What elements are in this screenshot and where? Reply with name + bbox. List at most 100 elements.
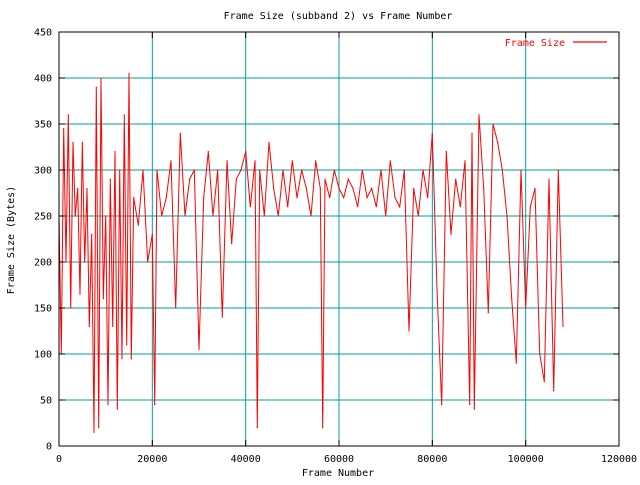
y-tick-label: 300 bbox=[34, 166, 52, 177]
grid-lines bbox=[59, 32, 619, 446]
data-point bbox=[133, 197, 135, 199]
data-point bbox=[464, 160, 466, 162]
data-point bbox=[217, 169, 219, 171]
data-point bbox=[254, 160, 256, 162]
series-layer bbox=[58, 72, 564, 433]
data-point bbox=[259, 169, 261, 171]
y-tick-label: 350 bbox=[34, 120, 52, 131]
data-point bbox=[203, 197, 205, 199]
data-point bbox=[347, 178, 349, 180]
data-point bbox=[147, 261, 149, 263]
data-point bbox=[408, 330, 410, 332]
data-point bbox=[492, 123, 494, 125]
data-point bbox=[175, 307, 177, 309]
data-point bbox=[506, 215, 508, 217]
data-point bbox=[422, 169, 424, 171]
data-point bbox=[207, 151, 209, 153]
data-point bbox=[487, 312, 489, 314]
y-tick-label: 100 bbox=[34, 350, 52, 361]
data-point bbox=[548, 178, 550, 180]
x-tick-label: 0 bbox=[56, 454, 62, 465]
data-point bbox=[427, 197, 429, 199]
chart-title: Frame Size (subband 2) vs Frame Number bbox=[224, 11, 453, 22]
data-point bbox=[193, 169, 195, 171]
data-point bbox=[235, 178, 237, 180]
y-tick-label: 400 bbox=[34, 74, 52, 85]
data-point bbox=[245, 151, 247, 153]
y-tick-label: 450 bbox=[34, 28, 52, 39]
data-point bbox=[305, 187, 307, 189]
data-point bbox=[366, 197, 368, 199]
x-tick-label: 40000 bbox=[231, 454, 261, 465]
data-point bbox=[333, 169, 335, 171]
series-group bbox=[58, 72, 564, 433]
data-point bbox=[361, 169, 363, 171]
data-point bbox=[165, 197, 167, 199]
data-point bbox=[562, 325, 564, 327]
y-tick-label: 150 bbox=[34, 304, 52, 315]
legend-label: Frame Size bbox=[505, 38, 565, 49]
data-point bbox=[483, 187, 485, 189]
data-point bbox=[282, 169, 284, 171]
data-point bbox=[137, 224, 139, 226]
data-point bbox=[91, 233, 93, 235]
data-point bbox=[455, 178, 457, 180]
data-point bbox=[114, 151, 116, 153]
data-point bbox=[291, 160, 293, 162]
data-point bbox=[128, 72, 130, 74]
data-point bbox=[324, 178, 326, 180]
x-tick-label: 60000 bbox=[324, 454, 354, 465]
data-point bbox=[268, 141, 270, 143]
data-point bbox=[105, 215, 107, 217]
data-point bbox=[417, 215, 419, 217]
data-point bbox=[469, 404, 471, 406]
data-point bbox=[525, 307, 527, 309]
data-point bbox=[119, 169, 121, 171]
data-point bbox=[315, 160, 317, 162]
data-point bbox=[88, 325, 90, 327]
data-point bbox=[72, 141, 74, 143]
x-tick-label: 100000 bbox=[508, 454, 544, 465]
data-point bbox=[394, 197, 396, 199]
data-point bbox=[520, 169, 522, 171]
data-point bbox=[151, 233, 153, 235]
data-point bbox=[70, 307, 72, 309]
data-point bbox=[121, 358, 123, 360]
data-point bbox=[107, 404, 109, 406]
x-axis-label: Frame Number bbox=[302, 468, 374, 479]
data-point bbox=[352, 187, 354, 189]
data-point bbox=[142, 169, 144, 171]
data-point bbox=[329, 197, 331, 199]
data-point bbox=[459, 206, 461, 208]
data-point bbox=[112, 325, 114, 327]
y-tick-label: 50 bbox=[40, 396, 52, 407]
y-tick-label: 0 bbox=[46, 442, 52, 453]
data-point bbox=[77, 187, 79, 189]
data-point bbox=[170, 160, 172, 162]
data-point bbox=[212, 215, 214, 217]
data-point bbox=[277, 215, 279, 217]
data-point bbox=[380, 169, 382, 171]
data-point bbox=[179, 132, 181, 134]
data-point bbox=[322, 427, 324, 429]
data-point bbox=[240, 169, 242, 171]
data-point bbox=[221, 316, 223, 318]
data-point bbox=[249, 206, 251, 208]
data-point bbox=[399, 206, 401, 208]
data-point bbox=[226, 160, 228, 162]
data-point bbox=[116, 408, 118, 410]
data-point bbox=[553, 390, 555, 392]
data-point bbox=[343, 197, 345, 199]
data-point bbox=[385, 215, 387, 217]
data-point bbox=[63, 128, 65, 130]
data-point bbox=[515, 362, 517, 364]
data-point bbox=[441, 404, 443, 406]
data-point bbox=[86, 187, 88, 189]
axis-ticks: 0 50 100 150 200 250 300 350 400 450 0 20000 40000 60… bbox=[34, 28, 637, 466]
data-point bbox=[301, 169, 303, 171]
data-point bbox=[413, 187, 415, 189]
data-point bbox=[310, 215, 312, 217]
data-point bbox=[471, 132, 473, 134]
